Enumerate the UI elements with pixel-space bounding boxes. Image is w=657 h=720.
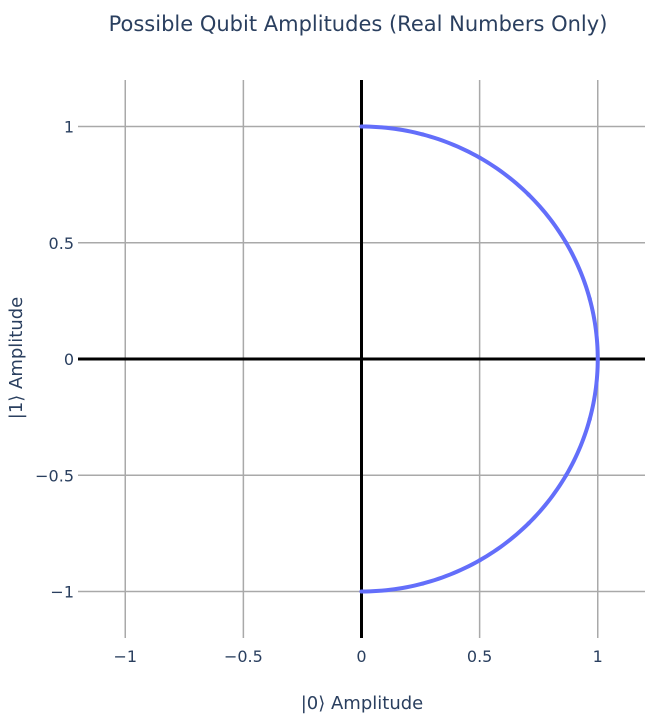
data-point bbox=[564, 473, 569, 478]
x-tick-label: 0 bbox=[356, 647, 366, 666]
data-point bbox=[526, 192, 531, 197]
x-tick-label: −0.5 bbox=[224, 647, 263, 666]
data-point bbox=[477, 558, 482, 563]
data-point bbox=[595, 357, 600, 361]
data-point bbox=[420, 581, 425, 586]
x-tick-label: 1 bbox=[593, 647, 603, 666]
chart-title: Possible Qubit Amplitudes (Real Numbers … bbox=[109, 12, 608, 36]
data-point bbox=[420, 132, 425, 137]
data-point bbox=[587, 417, 592, 422]
x-axis-label: |0⟩ Amplitude bbox=[301, 693, 424, 714]
data-point bbox=[526, 521, 531, 526]
y-tick-label: 0.5 bbox=[49, 234, 74, 253]
plot-area: −1 −0.5 0 0.5 1 −1 −0.5 0 0.5 1 bbox=[35, 80, 645, 666]
y-axis-label: |1⟩ Amplitude bbox=[6, 297, 27, 420]
data-point bbox=[587, 296, 592, 301]
x-tick-label: 0.5 bbox=[467, 647, 492, 666]
data-point bbox=[564, 240, 569, 245]
y-tick-label: −0.5 bbox=[35, 466, 74, 485]
y-tick-label: 0 bbox=[64, 350, 74, 369]
data-point bbox=[477, 155, 482, 160]
y-tick-label: 1 bbox=[64, 118, 74, 137]
data-point bbox=[359, 124, 364, 129]
x-tick-label: −1 bbox=[113, 647, 137, 666]
data-point bbox=[359, 589, 364, 594]
y-tick-label: −1 bbox=[50, 583, 74, 602]
